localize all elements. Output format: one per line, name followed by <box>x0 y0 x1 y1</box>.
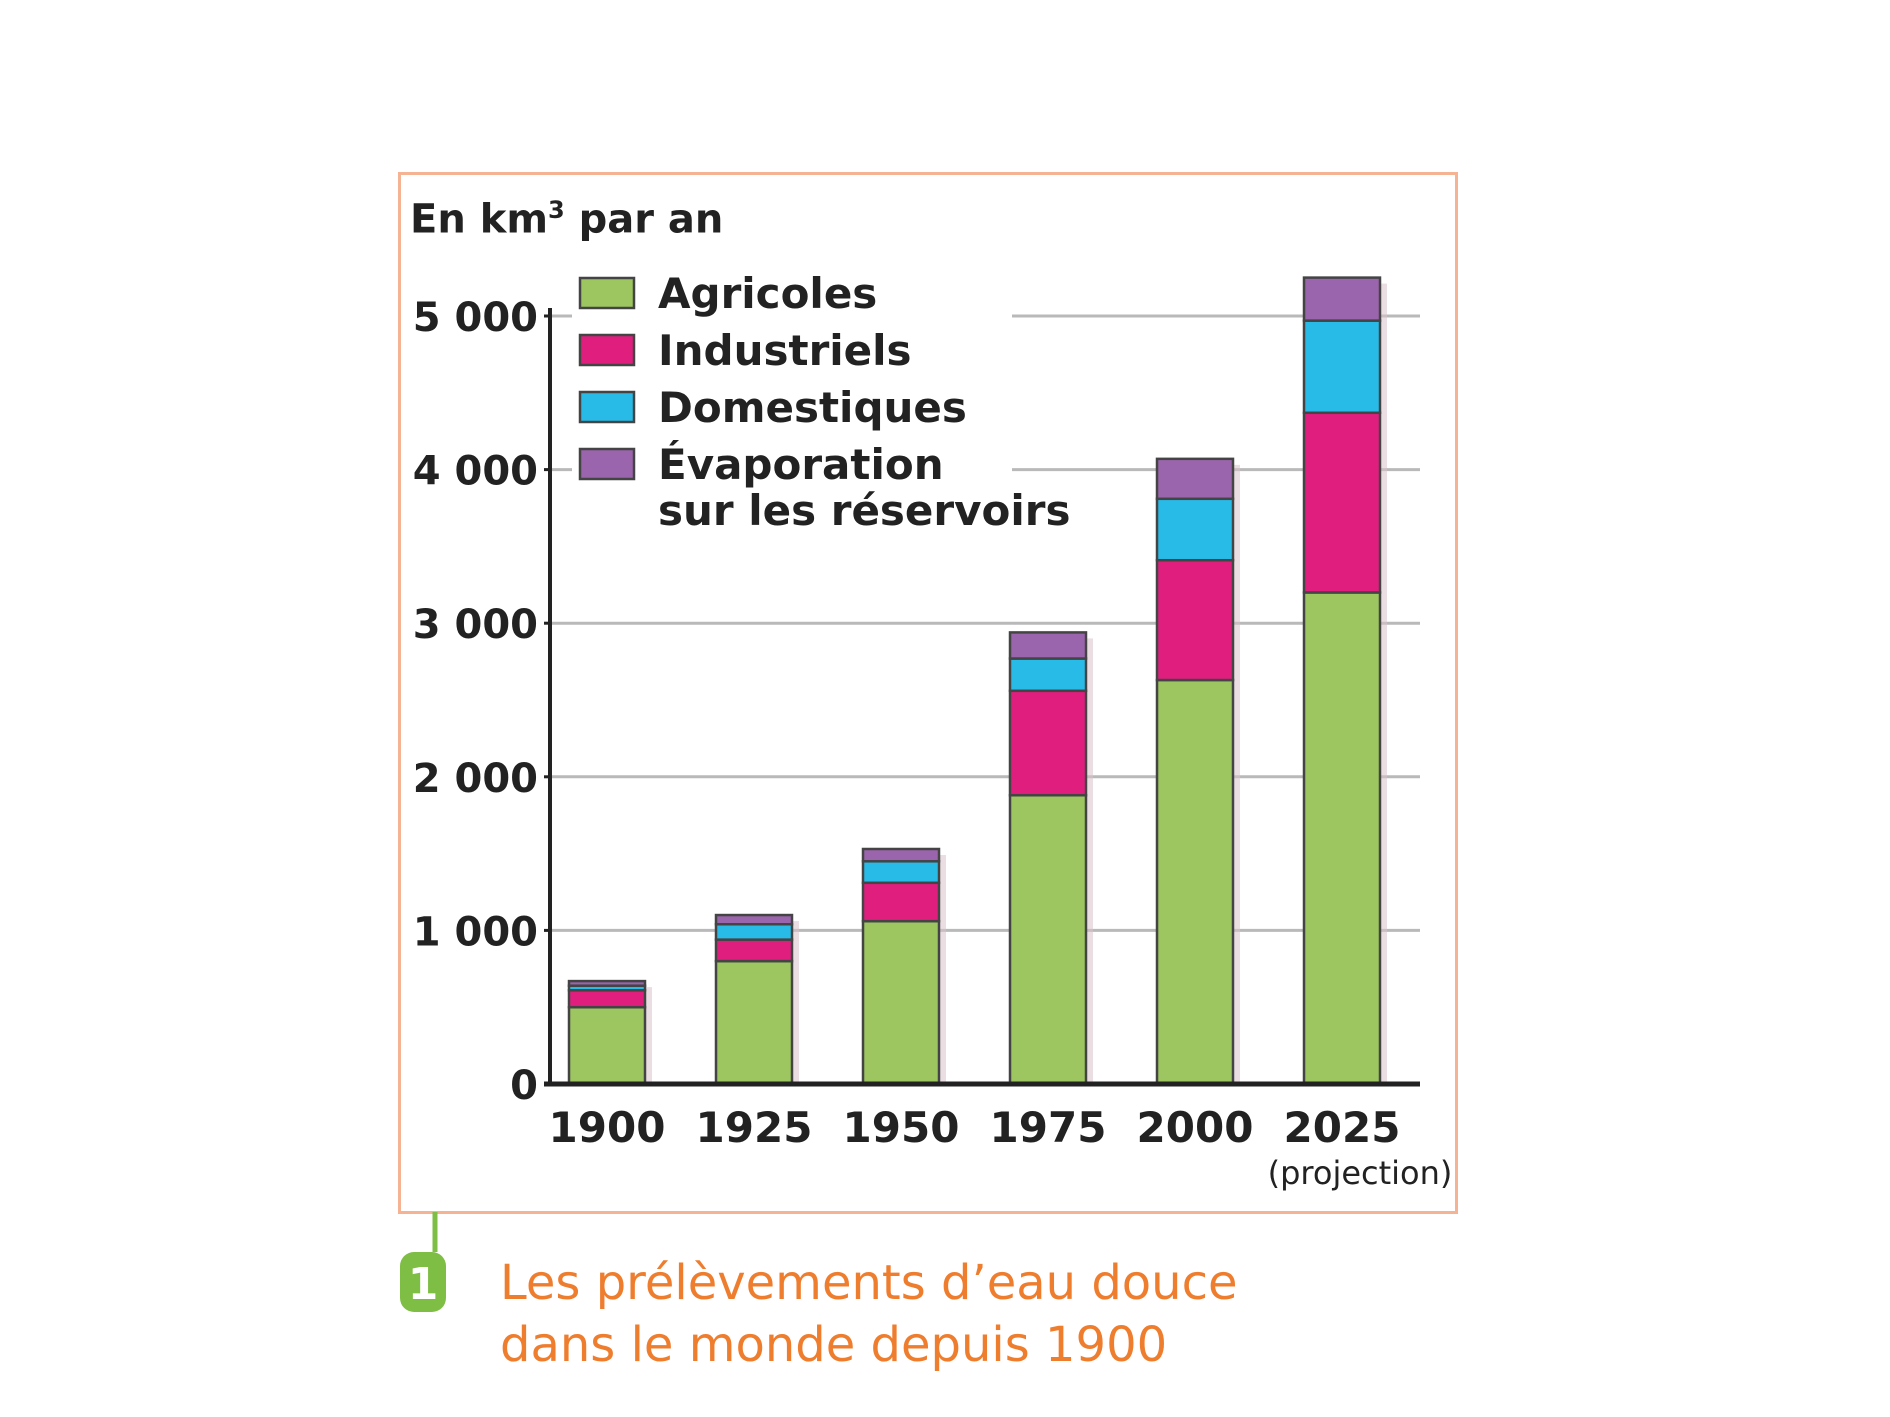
bar-segment-1975-1 <box>1008 689 1088 797</box>
bar-segment-1950-0 <box>861 919 941 1086</box>
y-unit-label: En km3 par an <box>410 196 723 242</box>
caption-line-1: Les prélèvements d’eau douce <box>500 1255 1238 1311</box>
x-tick-label: 2000 <box>1137 1103 1254 1152</box>
stacked-bar-chart: 0 1 000 2 000 3 000 4 000 5 000 1900 1925 1950 19… <box>413 268 1453 1192</box>
legend-label: sur les réservoirs <box>658 486 1070 535</box>
bar-segment-1950-1 <box>861 881 941 923</box>
figure-caption: Les prélèvements d’eau douce dans le mon… <box>500 1252 1400 1376</box>
legend-background <box>572 268 1012 568</box>
x-tick-label: 1900 <box>549 1103 666 1152</box>
bar-segment-2025-0 <box>1302 591 1382 1086</box>
x-tick-label: 1950 <box>843 1103 960 1152</box>
x-tick-label: 2025 <box>1284 1103 1401 1152</box>
y-tick-label: 3 000 <box>413 602 538 648</box>
y-tick-label: 0 <box>510 1063 538 1109</box>
y-tick-label: 1 000 <box>413 909 538 955</box>
bar-segment-1900-1 <box>567 989 647 1009</box>
bar-segment-1925-0 <box>714 959 794 1086</box>
bar-segment-1925-2 <box>714 923 794 941</box>
bar-segment-1975-0 <box>1008 793 1088 1086</box>
bar-segment-1925-3 <box>714 913 794 926</box>
bar-segment-1950-2 <box>861 860 941 885</box>
figure-number-badge: 1 <box>400 1212 446 1312</box>
y-tick-label: 4 000 <box>413 449 538 495</box>
y-tick-label: 2 000 <box>413 756 538 802</box>
bar-segment-1900-3 <box>567 979 647 987</box>
legend-label: Industriels <box>658 326 912 375</box>
bar-segment-2000-2 <box>1155 497 1235 562</box>
bar-segment-2025-3 <box>1302 276 1382 322</box>
figure-number: 1 <box>408 1259 439 1310</box>
bar-segment-2025-2 <box>1302 319 1382 415</box>
y-unit-exponent: 3 <box>548 196 565 224</box>
bar-segment-1925-1 <box>714 938 794 963</box>
legend-swatch <box>578 447 636 481</box>
legend-swatch <box>578 333 636 367</box>
bar-segment-2025-1 <box>1302 411 1382 594</box>
legend-label: Domestiques <box>658 383 967 432</box>
y-unit-suffix: par an <box>564 196 724 243</box>
legend-label: Évaporation <box>658 439 944 489</box>
bar-segment-2000-0 <box>1155 678 1235 1086</box>
x-tick-label: 1925 <box>696 1103 813 1152</box>
caption-line-2: dans le monde depuis 1900 <box>500 1317 1168 1373</box>
x-tick-label: 1975 <box>990 1103 1107 1152</box>
bar-segment-2000-3 <box>1155 457 1235 501</box>
bar-segment-1975-3 <box>1008 631 1088 660</box>
bar-segment-2000-1 <box>1155 558 1235 682</box>
legend-swatch <box>578 276 636 310</box>
legend-label: Agricoles <box>658 269 877 318</box>
bar-segment-1950-3 <box>861 847 941 863</box>
y-unit-prefix: En km <box>410 196 549 243</box>
bar-segment-1900-0 <box>567 1005 647 1086</box>
legend-swatch <box>578 390 636 424</box>
bar-segment-1975-2 <box>1008 657 1088 693</box>
y-tick-label: 5 000 <box>413 295 538 341</box>
x-tick-note: (projection) <box>1268 1154 1453 1192</box>
